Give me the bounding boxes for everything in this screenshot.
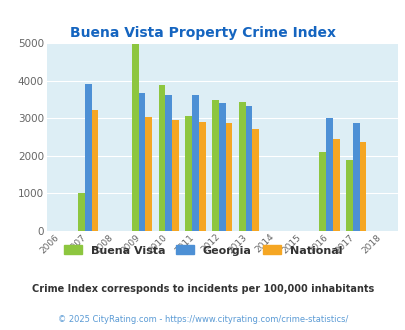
Bar (138, 93, 145, 231)
Text: Crime Index corresponds to incidents per 100,000 inhabitants: Crime Index corresponds to incidents per… (32, 284, 373, 294)
Text: Buena Vista Property Crime Index: Buena Vista Property Crime Index (70, 26, 335, 40)
Bar (192, 95, 198, 231)
Bar (325, 118, 332, 231)
Text: © 2025 CityRating.com - https://www.cityrating.com/crime-statistics/: © 2025 CityRating.com - https://www.city… (58, 315, 347, 324)
Bar (245, 106, 252, 231)
Bar (239, 102, 245, 231)
Bar (332, 139, 339, 231)
Bar (218, 103, 225, 231)
Bar (225, 123, 232, 231)
Bar (185, 116, 192, 231)
Legend: Buena Vista, Georgia, National: Buena Vista, Georgia, National (60, 241, 345, 260)
Bar (198, 122, 205, 231)
Bar (352, 123, 359, 231)
Bar (85, 84, 92, 231)
Bar (132, 44, 138, 231)
Bar (319, 152, 325, 231)
Bar (345, 160, 352, 231)
Bar (172, 120, 178, 231)
Bar (78, 193, 85, 231)
Bar (145, 116, 151, 231)
Bar (252, 129, 258, 231)
Bar (165, 95, 172, 231)
Bar (158, 85, 165, 231)
Bar (359, 142, 365, 231)
Bar (92, 110, 98, 231)
Bar (212, 100, 218, 231)
